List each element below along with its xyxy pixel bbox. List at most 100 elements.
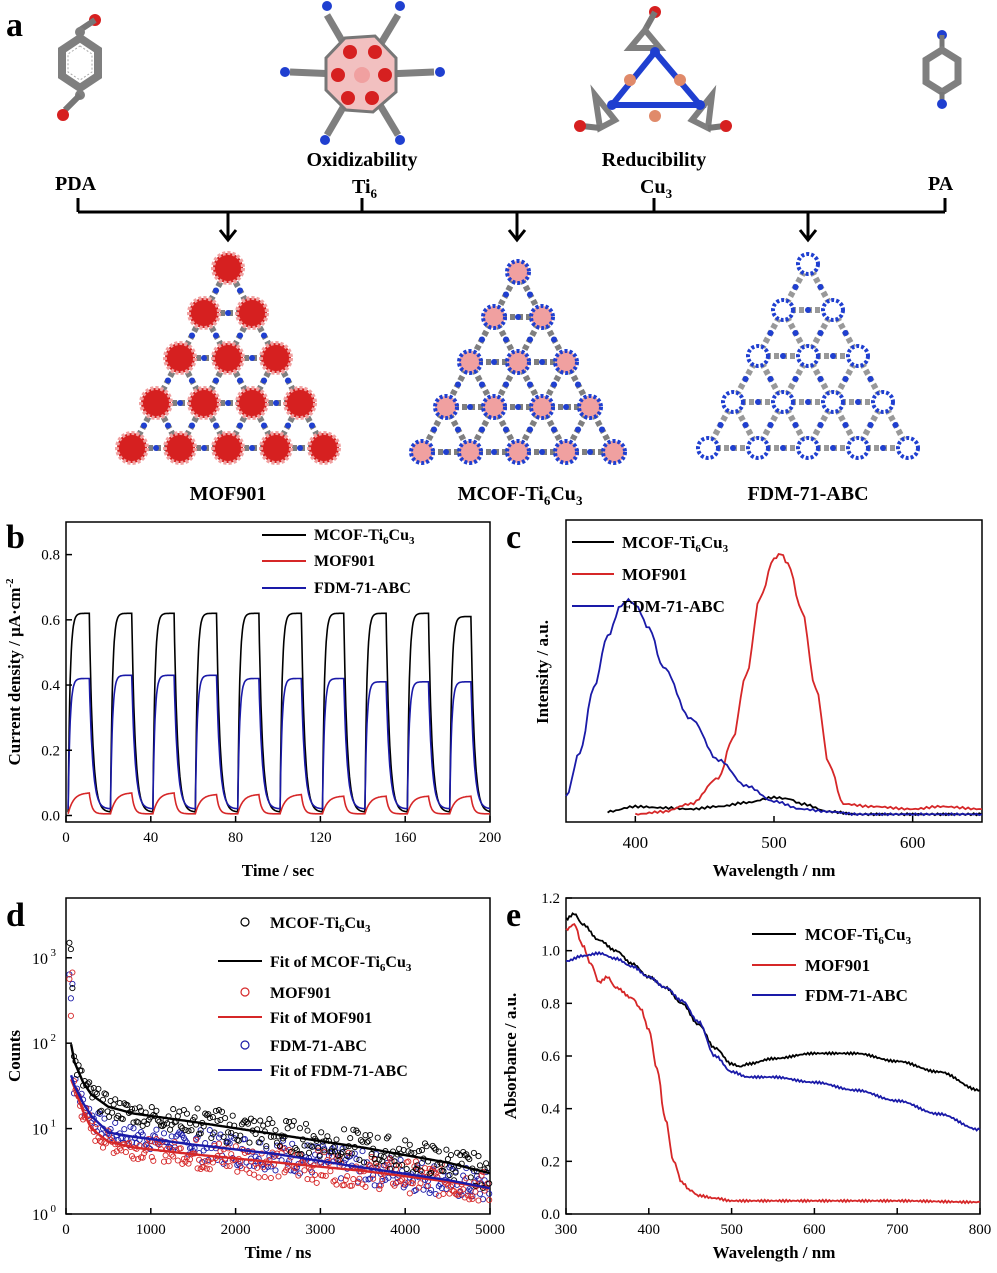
scatter-point-fdm — [397, 1156, 404, 1163]
scatter-point-mcof — [211, 1129, 218, 1136]
scatter-point-fdm — [127, 1123, 134, 1130]
scatter-point-mcof — [263, 1143, 270, 1150]
scatter-point-mcof — [144, 1120, 151, 1127]
scatter-point-mof901 — [341, 1182, 348, 1189]
x-tick-label-d: 0 — [62, 1222, 70, 1238]
scatter-point-mcof — [336, 1156, 343, 1163]
scatter-point-mcof — [359, 1138, 366, 1145]
panel-b: b 0 40 80 120 160 200 0.0 0.2 0.4 0.6 0.8 Time / … — [4, 519, 501, 880]
series-line-fdm — [67, 674, 491, 810]
scatter-point-mof901 — [377, 1182, 384, 1189]
pda-molecule-icon — [57, 14, 102, 121]
scatter-point-mof901 — [412, 1158, 419, 1165]
scatter-point-mof901 — [223, 1162, 230, 1169]
scatter-point-mof901 — [116, 1145, 123, 1152]
scatter-point-fdm — [289, 1140, 296, 1147]
scatter-point-mof901 — [260, 1164, 267, 1171]
scatter-point-mcof — [283, 1118, 290, 1125]
ylabel-b: Current density / μA·cm-2 — [4, 578, 24, 766]
scatter-point-mof901 — [185, 1160, 192, 1167]
scatter-point-fdm — [160, 1130, 168, 1137]
framework-node — [457, 439, 483, 465]
scatter-point-mof901 — [183, 1154, 190, 1161]
framework-node — [163, 341, 197, 375]
framework-node — [746, 436, 770, 460]
linker-nitrogen — [213, 332, 219, 339]
scatter-point-mcof — [305, 1149, 313, 1156]
scatter-point-mcof — [316, 1153, 323, 1160]
scatter-point-mcof — [110, 1101, 117, 1108]
legend-e-mof901: MOF901 — [805, 956, 870, 975]
linker-nitrogen — [443, 449, 449, 455]
scatter-point-mcof — [191, 1114, 198, 1121]
linker-nitrogen — [201, 355, 207, 361]
framework-node — [259, 431, 293, 465]
linker-nitrogen — [153, 445, 159, 451]
framework-node — [846, 344, 870, 368]
scatter-point-mcof — [212, 1107, 219, 1114]
scatter-point-mcof — [452, 1169, 459, 1176]
scatter-point-mof901 — [99, 1144, 107, 1151]
fit-line-fdm — [69, 1074, 491, 1190]
framework-node — [796, 252, 820, 276]
scatter-point-mcof — [333, 1136, 340, 1143]
linker-nitrogen — [830, 445, 836, 451]
scatter-point-fdm — [371, 1182, 378, 1189]
framework-node — [846, 436, 870, 460]
scatter-point-mcof — [273, 1139, 281, 1146]
scatter-point-fdm — [418, 1159, 426, 1166]
linker-nitrogen — [189, 422, 195, 429]
y-tick-label-e: 1.2 — [541, 891, 560, 907]
scatter-point-mof901 — [457, 1187, 464, 1195]
scatter-point-mcof — [356, 1156, 363, 1163]
x-tick-label-b: 160 — [394, 830, 417, 846]
scatter-point-fdm — [362, 1176, 369, 1183]
scatter-point-mcof — [272, 1127, 279, 1134]
scatter-point-mcof — [205, 1111, 212, 1118]
linker-nitrogen — [880, 445, 886, 451]
framework-node — [409, 439, 435, 465]
scatter-point-mof901 — [486, 1196, 493, 1204]
scatter-point-mcof — [362, 1132, 369, 1139]
scatter-point-mcof — [418, 1147, 426, 1154]
scatter-point-mcof — [225, 1129, 232, 1136]
framework-node — [457, 349, 483, 375]
scatter-point-mcof — [371, 1155, 378, 1162]
plot-frame-b — [65, 521, 491, 823]
x-tick-label-d: 2000 — [221, 1222, 251, 1238]
y-tick-label-b: 0.2 — [41, 743, 60, 759]
scatter-point-mcof — [106, 1113, 113, 1120]
scatter-point-mof901 — [160, 1158, 168, 1165]
plot-frame-d — [65, 897, 491, 1215]
scatter-point-mof901 — [333, 1181, 340, 1188]
y-tick-exp-d: 0 — [51, 1203, 57, 1215]
scatter-point-mof901 — [362, 1183, 369, 1190]
scatter-point-fdm — [241, 1136, 248, 1143]
scatter-point-mcof — [302, 1120, 310, 1127]
linker-nitrogen — [491, 359, 497, 365]
scatter-point-mof901 — [156, 1141, 163, 1148]
framework-node — [211, 341, 245, 375]
linker-nitrogen — [551, 336, 557, 343]
linker-nitrogen — [479, 336, 485, 343]
legend-c-mcof: MCOF-Ti6Cu3 — [622, 533, 729, 555]
linker-nitrogen — [780, 445, 786, 451]
scatter-point-mcof — [128, 1106, 136, 1113]
linker-nitrogen — [599, 426, 605, 433]
ylabel-c: Intensity / a.u. — [533, 620, 552, 724]
scatter-point-mof901 — [66, 975, 73, 983]
linker-nitrogen — [792, 376, 799, 382]
scatter-point-mof901 — [315, 1147, 322, 1154]
scatter-point-mof901 — [203, 1165, 210, 1172]
scatter-point-mcof — [344, 1152, 351, 1160]
scatter-point-mcof — [475, 1153, 482, 1160]
framework-node — [505, 439, 531, 465]
linker-nitrogen — [742, 376, 749, 382]
scatter-point-mcof — [347, 1135, 354, 1142]
ti6-property-label: Oxidizability — [306, 149, 417, 171]
scatter-point-mcof — [307, 1142, 314, 1149]
linker-nitrogen — [563, 404, 569, 410]
scatter-point-mcof — [102, 1091, 110, 1098]
scatter-point-mcof — [318, 1129, 325, 1136]
